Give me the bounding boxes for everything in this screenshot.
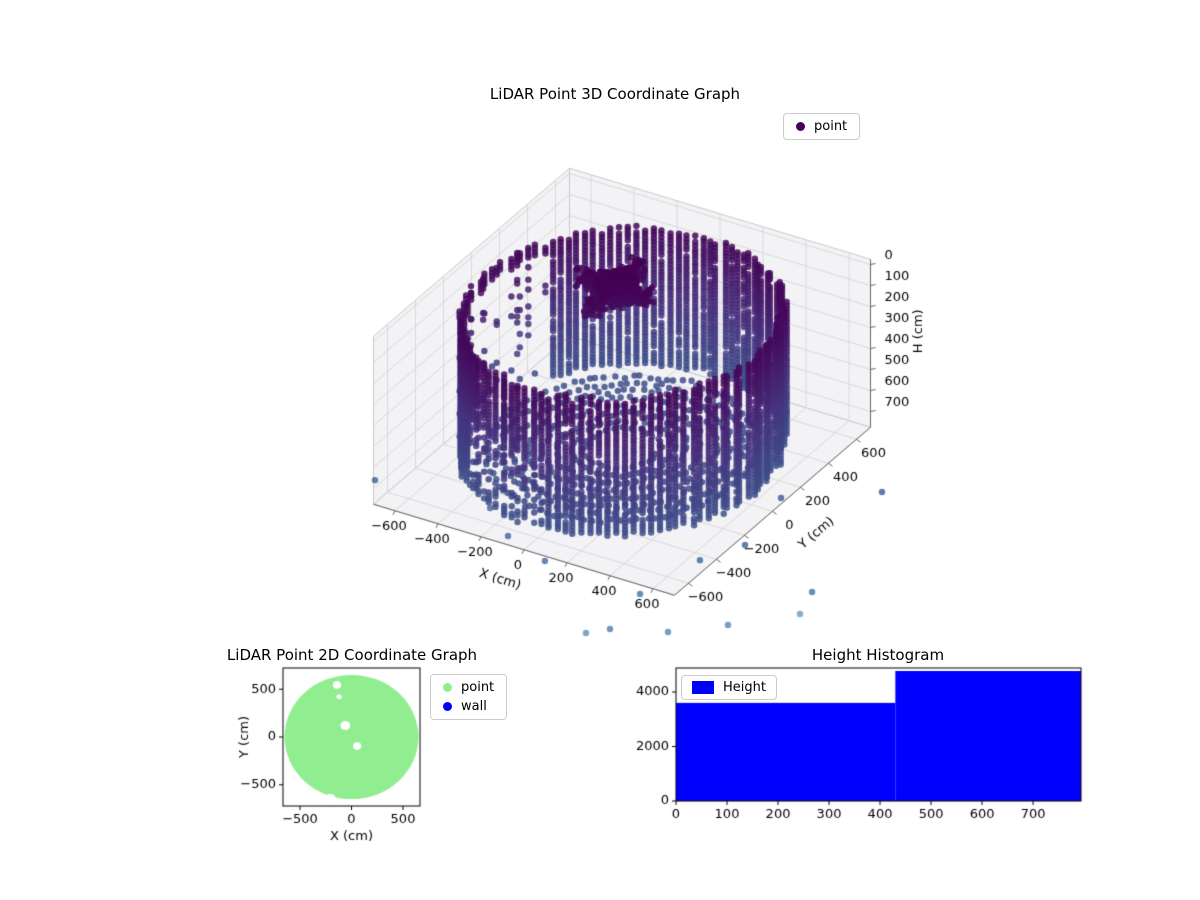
point-marker-icon — [443, 683, 452, 692]
plot2d-legend: point wall — [430, 674, 508, 720]
histogram-legend: Height — [681, 675, 777, 700]
legend-item: wall — [443, 699, 494, 714]
legend-label: wall — [461, 699, 487, 714]
legend-label: point — [814, 119, 848, 134]
legend-label: Height — [723, 680, 766, 695]
legend-item: point — [796, 119, 847, 134]
height-patch-icon — [692, 681, 714, 694]
plot2d-title: LiDAR Point 2D Coordinate Graph — [226, 646, 478, 664]
plot3d-legend: point — [783, 113, 861, 140]
point-marker-icon — [796, 122, 805, 131]
legend-label: point — [461, 680, 495, 695]
plot3d-title: LiDAR Point 3D Coordinate Graph — [489, 85, 741, 103]
wall-marker-icon — [443, 702, 452, 711]
histogram-title: Height Histogram — [811, 646, 945, 664]
legend-item: point — [443, 680, 494, 695]
legend-item: Height — [692, 680, 766, 695]
